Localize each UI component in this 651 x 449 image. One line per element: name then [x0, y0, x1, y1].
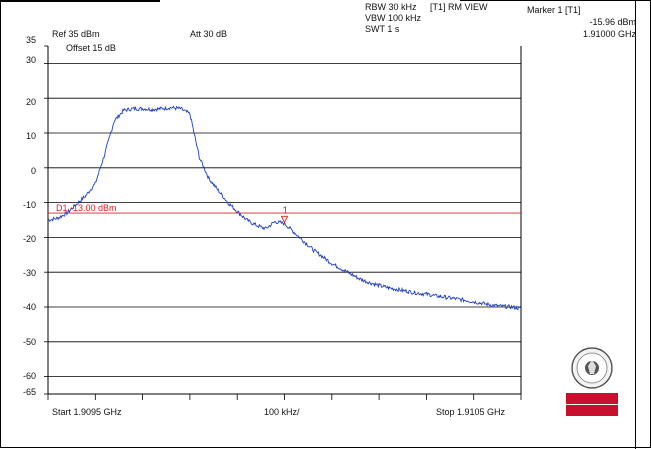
y-tick-label: 10: [25, 131, 36, 141]
offset-label: Offset 15 dB: [66, 43, 116, 53]
marker-label: 1: [283, 205, 289, 216]
marker-frequency: 1.91000 GHz: [582, 29, 636, 39]
y-tick-label: -40: [22, 302, 36, 312]
top-right-divider: [460, 0, 651, 1]
y-tick-label: -65: [22, 387, 36, 397]
right-divider: [635, 0, 636, 449]
rbw-label: RBW 30 kHz: [365, 2, 417, 12]
y-tick-label: -60: [22, 371, 36, 381]
y-tick-label: -10: [22, 200, 36, 210]
y-tick-label: -30: [22, 268, 36, 278]
y-tick-label: 0: [30, 166, 36, 176]
bureau-veritas-logo: [566, 347, 618, 416]
stop-frequency: Stop 1.9105 GHz: [436, 407, 506, 417]
top-left-divider: [0, 0, 160, 2]
attenuation: Att 30 dB: [190, 29, 228, 39]
swt-label: SWT 1 s: [365, 24, 400, 34]
y-tick-label: -50: [22, 337, 36, 347]
start-frequency: Start 1.9095 GHz: [52, 407, 122, 417]
y-tick-label: 20: [25, 97, 36, 107]
y-tick-label: 35: [25, 35, 36, 45]
y-tick-label: 30: [25, 55, 36, 65]
marker-level: -15.96 dBm: [589, 17, 636, 27]
y-tick-label: -20: [22, 234, 36, 244]
reference-level: Ref 35 dBm: [52, 29, 100, 39]
span-per-division: 100 kHz/: [264, 407, 300, 417]
vbw-label: VBW 100 kHz: [365, 13, 422, 23]
display-line-label: D1 -13.00 dBm: [56, 203, 117, 213]
marker-triangle: [280, 215, 289, 224]
marker-title: Marker 1 [T1]: [527, 5, 581, 15]
view-label: [T1] RM VIEW: [430, 2, 488, 12]
